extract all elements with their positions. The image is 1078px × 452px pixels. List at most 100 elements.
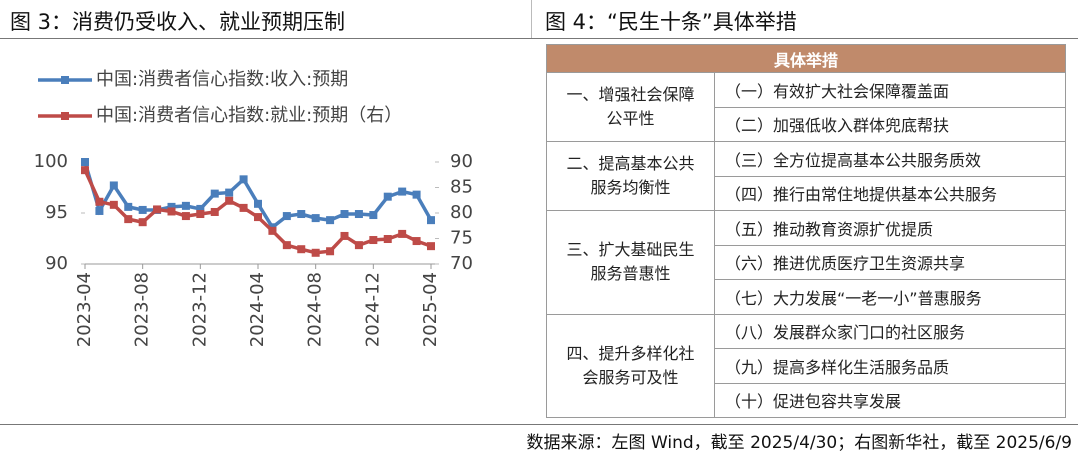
x-tick-label: 2024-04 [247,272,268,347]
point [340,210,349,219]
legend-label: 中国:消费者信心指数:收入:预期 [96,69,348,90]
point [311,214,320,223]
point [153,205,162,214]
x-tick-label: 2025-04 [420,272,441,347]
point [311,248,320,257]
point [167,202,176,211]
table-row: （六）推进优质医疗卫生资源共享 [547,244,1066,280]
point [297,210,306,219]
point [124,202,133,211]
point [196,204,205,213]
point [354,241,363,250]
y2-tick-label: 75 [450,228,473,249]
point [297,245,306,254]
point [427,242,435,251]
y2-tick-label: 90 [450,151,473,172]
y-tick-label: 100 [34,151,68,172]
point [225,196,234,205]
measure-item: （八）发展群众家门口的社区服务 [714,313,1066,349]
point [138,205,147,214]
group-label: 四、提升多样化社会服务可及性 [566,343,695,387]
point [398,187,407,196]
group-cell: 一、增强社会保障公平性 [546,72,715,142]
point [124,215,133,224]
point [181,201,190,210]
point [268,226,277,235]
point [354,210,363,219]
x-tick-label: 2023-08 [132,272,153,347]
y2-tick-label: 80 [450,202,473,223]
measure-item: （二）加强低收入群体兜底帮扶 [714,106,1066,142]
group-label: 一、增强社会保障公平性 [566,85,695,128]
point [239,203,248,212]
point [95,197,104,206]
point [210,189,219,198]
measure-item: （九）提高多样化生活服务品质 [714,348,1066,384]
group-label: 三、扩大基础民生服务普惠性 [566,240,695,284]
point [326,247,335,256]
point [109,181,118,190]
right-figure-title: 图 4：“民生十条”具体举措 [545,10,797,34]
table-row: （九）提高多样化生活服务品质 [547,348,1066,384]
point [254,199,262,208]
table-row: 三、扩大基础民生服务普惠性 （五）推动教育资源扩优提质 [546,210,1066,315]
point [181,212,190,221]
measure-item: （七）大力发展“一老一小”普惠服务 [714,279,1066,315]
point [369,211,378,220]
rule [0,38,1078,39]
point [225,188,234,197]
legend-marker [61,112,69,120]
table-row: （十）促进包容共享发展 [547,382,1066,418]
group-cell: 四、提升多样化社会服务可及性 [546,313,715,418]
chart: 90 95 100 70 75 80 85 90 2023-04 2023-08 2023-12 20… [34,69,473,347]
rule [0,424,1078,425]
point [282,241,291,250]
point [254,213,262,222]
point [95,206,104,215]
point [239,175,248,184]
source-note: 数据来源：左图 Wind，截至 2025/4/30；右图新华社，截至 2025/… [526,433,1072,452]
point [427,216,435,225]
series-line [83,169,432,255]
measure-item: （四）推行由常住地提供基本公共服务 [714,175,1066,211]
table-row: 二、提高基本公共服务均衡性 （三）全方位提高基本公共服务质效 [546,141,1066,211]
x-tick-label: 2024-12 [362,272,383,347]
point [167,207,176,216]
group-cell: 二、提高基本公共服务均衡性 [546,141,715,211]
group-label: 二、提高基本公共服务均衡性 [566,154,695,197]
x-tick-label: 2023-04 [74,272,95,347]
y-tick-label: 95 [45,202,68,223]
point [398,229,407,238]
y-tick-label: 90 [45,253,68,274]
table-header: 具体举措 [546,44,1066,73]
y2-tick-label: 70 [450,253,473,274]
legend-marker [61,76,69,84]
point [282,212,291,221]
measure-item: （六）推进优质医疗卫生资源共享 [714,244,1066,280]
point [340,231,349,240]
point [383,192,392,201]
y2-tick-label: 85 [450,177,473,198]
measures-table: 具体举措 一、增强社会保障公平性 （一）有效扩大社会保障覆盖面 （二）加强低收入群体… [546,44,1066,418]
measure-item: （一）有效扩大社会保障覆盖面 [714,72,1066,108]
left-figure-title: 图 3：消费仍受收入、就业预期压制 [10,10,346,34]
table-row: 四、提升多样化社会服务可及性 （八）发展群众家门口的社区服务 [546,313,1066,418]
point [196,210,205,219]
point [383,235,392,244]
x-tick-label: 2023-12 [189,272,210,347]
table-row: （七）大力发展“一老一小”普惠服务 [547,279,1066,315]
measure-item: （十）促进包容共享发展 [714,382,1066,418]
legend-label: 中国:消费者信心指数:就业:预期（右） [96,105,402,126]
point [81,166,89,175]
group-cell: 三、扩大基础民生服务普惠性 [546,210,715,315]
point [138,218,147,227]
divider [531,0,532,38]
point [109,200,118,209]
point [412,237,421,246]
point [210,207,219,216]
point [412,190,421,199]
x-tick-label: 2024-08 [305,272,326,347]
table-row: 一、增强社会保障公平性 （一）有效扩大社会保障覆盖面 [546,72,1066,142]
point [81,158,89,166]
